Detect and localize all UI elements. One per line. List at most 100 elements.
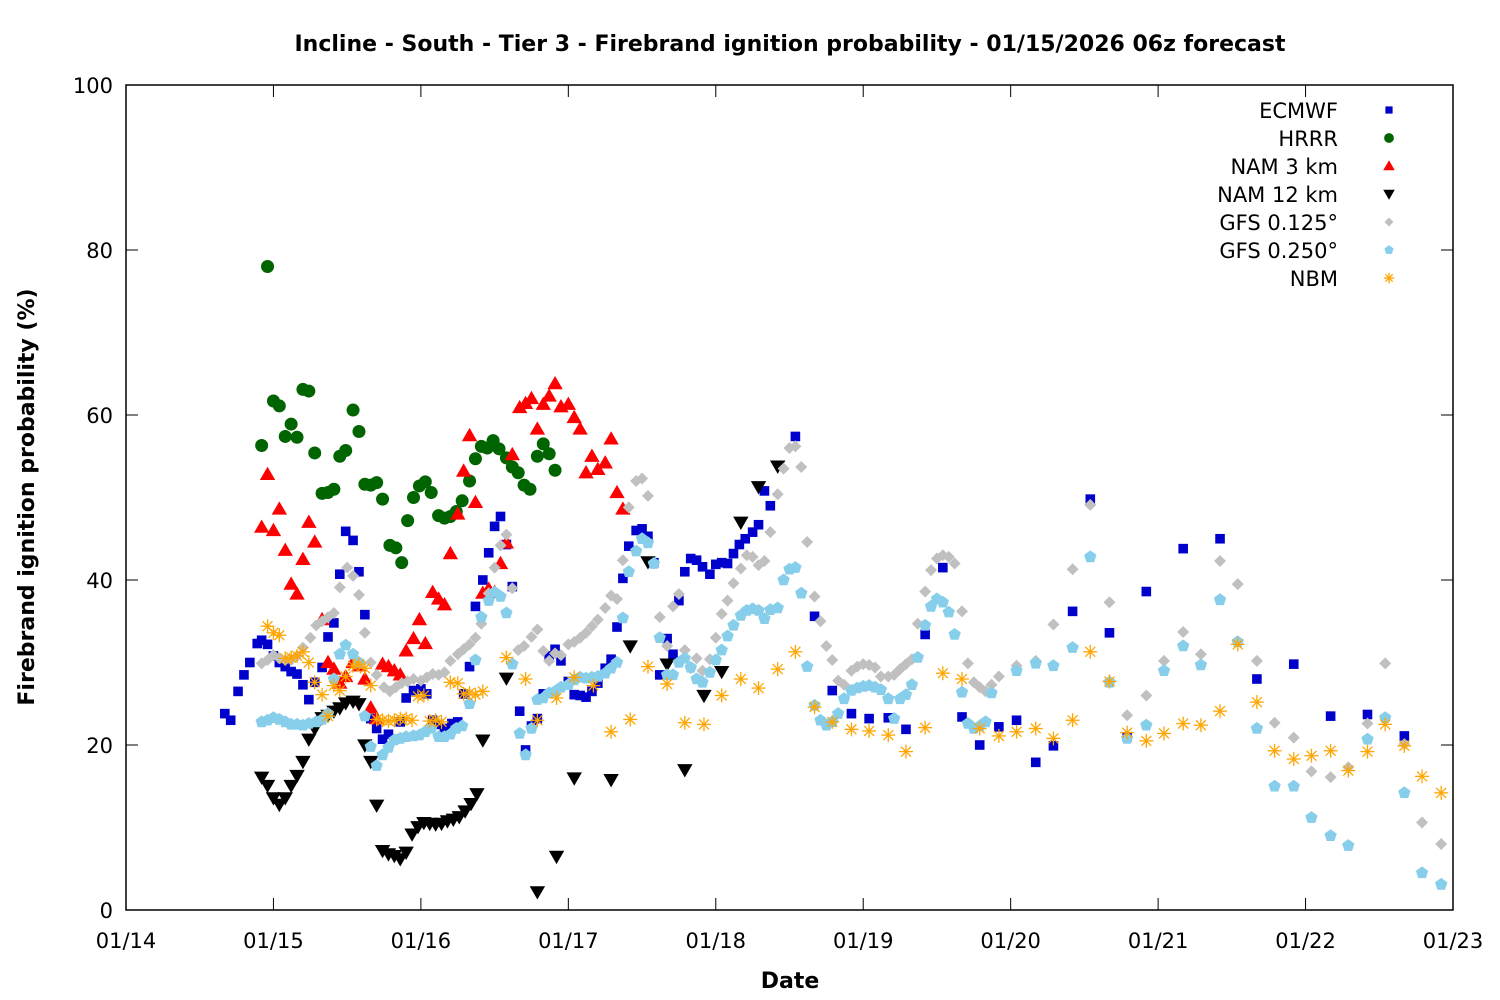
data-point [447,718,457,729]
data-point [948,628,961,640]
data-point [529,886,546,900]
data-point [304,631,317,644]
data-point [948,557,961,570]
data-point [348,535,358,546]
series-gfs-0-125- [255,440,1448,850]
data-point [351,698,367,712]
data-point [518,640,531,652]
data-point [801,536,814,549]
data-point [728,548,739,559]
data-point [622,501,635,514]
data-point [660,676,675,691]
data-point [795,460,808,473]
legend-label: NAM 12 km [1217,183,1338,207]
data-point [548,850,565,865]
data-point [332,683,347,698]
data-point [357,661,372,676]
data-point [436,597,453,611]
data-point [295,644,310,659]
data-point [1177,625,1190,638]
data-point [295,755,311,770]
data-point [363,700,379,714]
data-point [881,728,896,743]
data-point [919,618,932,631]
data-point [469,631,482,644]
data-point [898,744,913,759]
data-point [750,481,767,495]
data-point [587,686,597,697]
data-point [697,562,708,572]
data-point [295,551,311,565]
data-point [283,576,299,590]
data-point [674,595,684,606]
data-point [302,384,316,398]
data-point [603,774,619,788]
data-point [438,666,451,679]
legend-label: GFS 0.250° [1219,239,1338,263]
data-point [1176,716,1191,731]
data-point [1047,659,1060,672]
data-point [925,564,938,577]
y-tick-label: 80 [86,239,113,263]
data-point [777,573,790,586]
data-point [888,712,901,724]
data-point [985,678,998,691]
data-point [255,439,269,453]
data-point [567,670,582,685]
data-point [327,607,340,619]
legend-marker-icon [1383,160,1395,171]
data-point [363,678,378,693]
data-point [1083,644,1098,659]
data-point [637,524,647,534]
data-point [678,651,691,664]
data-point [560,396,577,410]
data-point [691,555,702,565]
data-point [566,772,582,786]
data-point [1362,709,1373,720]
data-point [1252,674,1262,684]
data-point [1305,765,1318,778]
data-point [974,740,985,750]
data-point [1084,550,1097,563]
data-point [814,615,827,628]
data-point [751,681,766,696]
legend-marker-icon [1384,133,1394,143]
data-point [1104,628,1115,638]
data-point [523,482,537,496]
data-point [514,706,525,716]
data-point [918,720,933,735]
data-point [280,661,291,672]
data-point [1341,763,1356,778]
data-point [985,686,998,699]
data-point [475,610,488,623]
data-point [734,562,747,575]
data-point [1177,639,1190,652]
data-point [537,644,550,657]
data-point [364,740,377,752]
data-point [942,605,955,618]
data-point [395,556,409,570]
data-point [506,582,519,595]
data-point [523,390,540,405]
data-point [846,708,857,719]
data-point [253,519,270,533]
legend-label: NAM 3 km [1230,155,1338,179]
data-point [1286,752,1301,767]
data-point [1304,748,1319,763]
data-point [513,727,526,739]
data-point [1029,656,1042,669]
data-point [722,558,733,569]
data-point [832,707,845,719]
data-point [277,542,293,556]
data-point [1361,732,1374,745]
data-point [301,655,316,670]
data-point [709,653,722,666]
data-point [1324,771,1337,784]
data-point [1214,555,1227,568]
data-point [434,714,449,729]
data-point [475,734,491,748]
x-tick-label: 01/21 [1128,929,1189,953]
data-point [1047,618,1060,631]
data-point [289,586,305,600]
data-point [612,622,622,632]
